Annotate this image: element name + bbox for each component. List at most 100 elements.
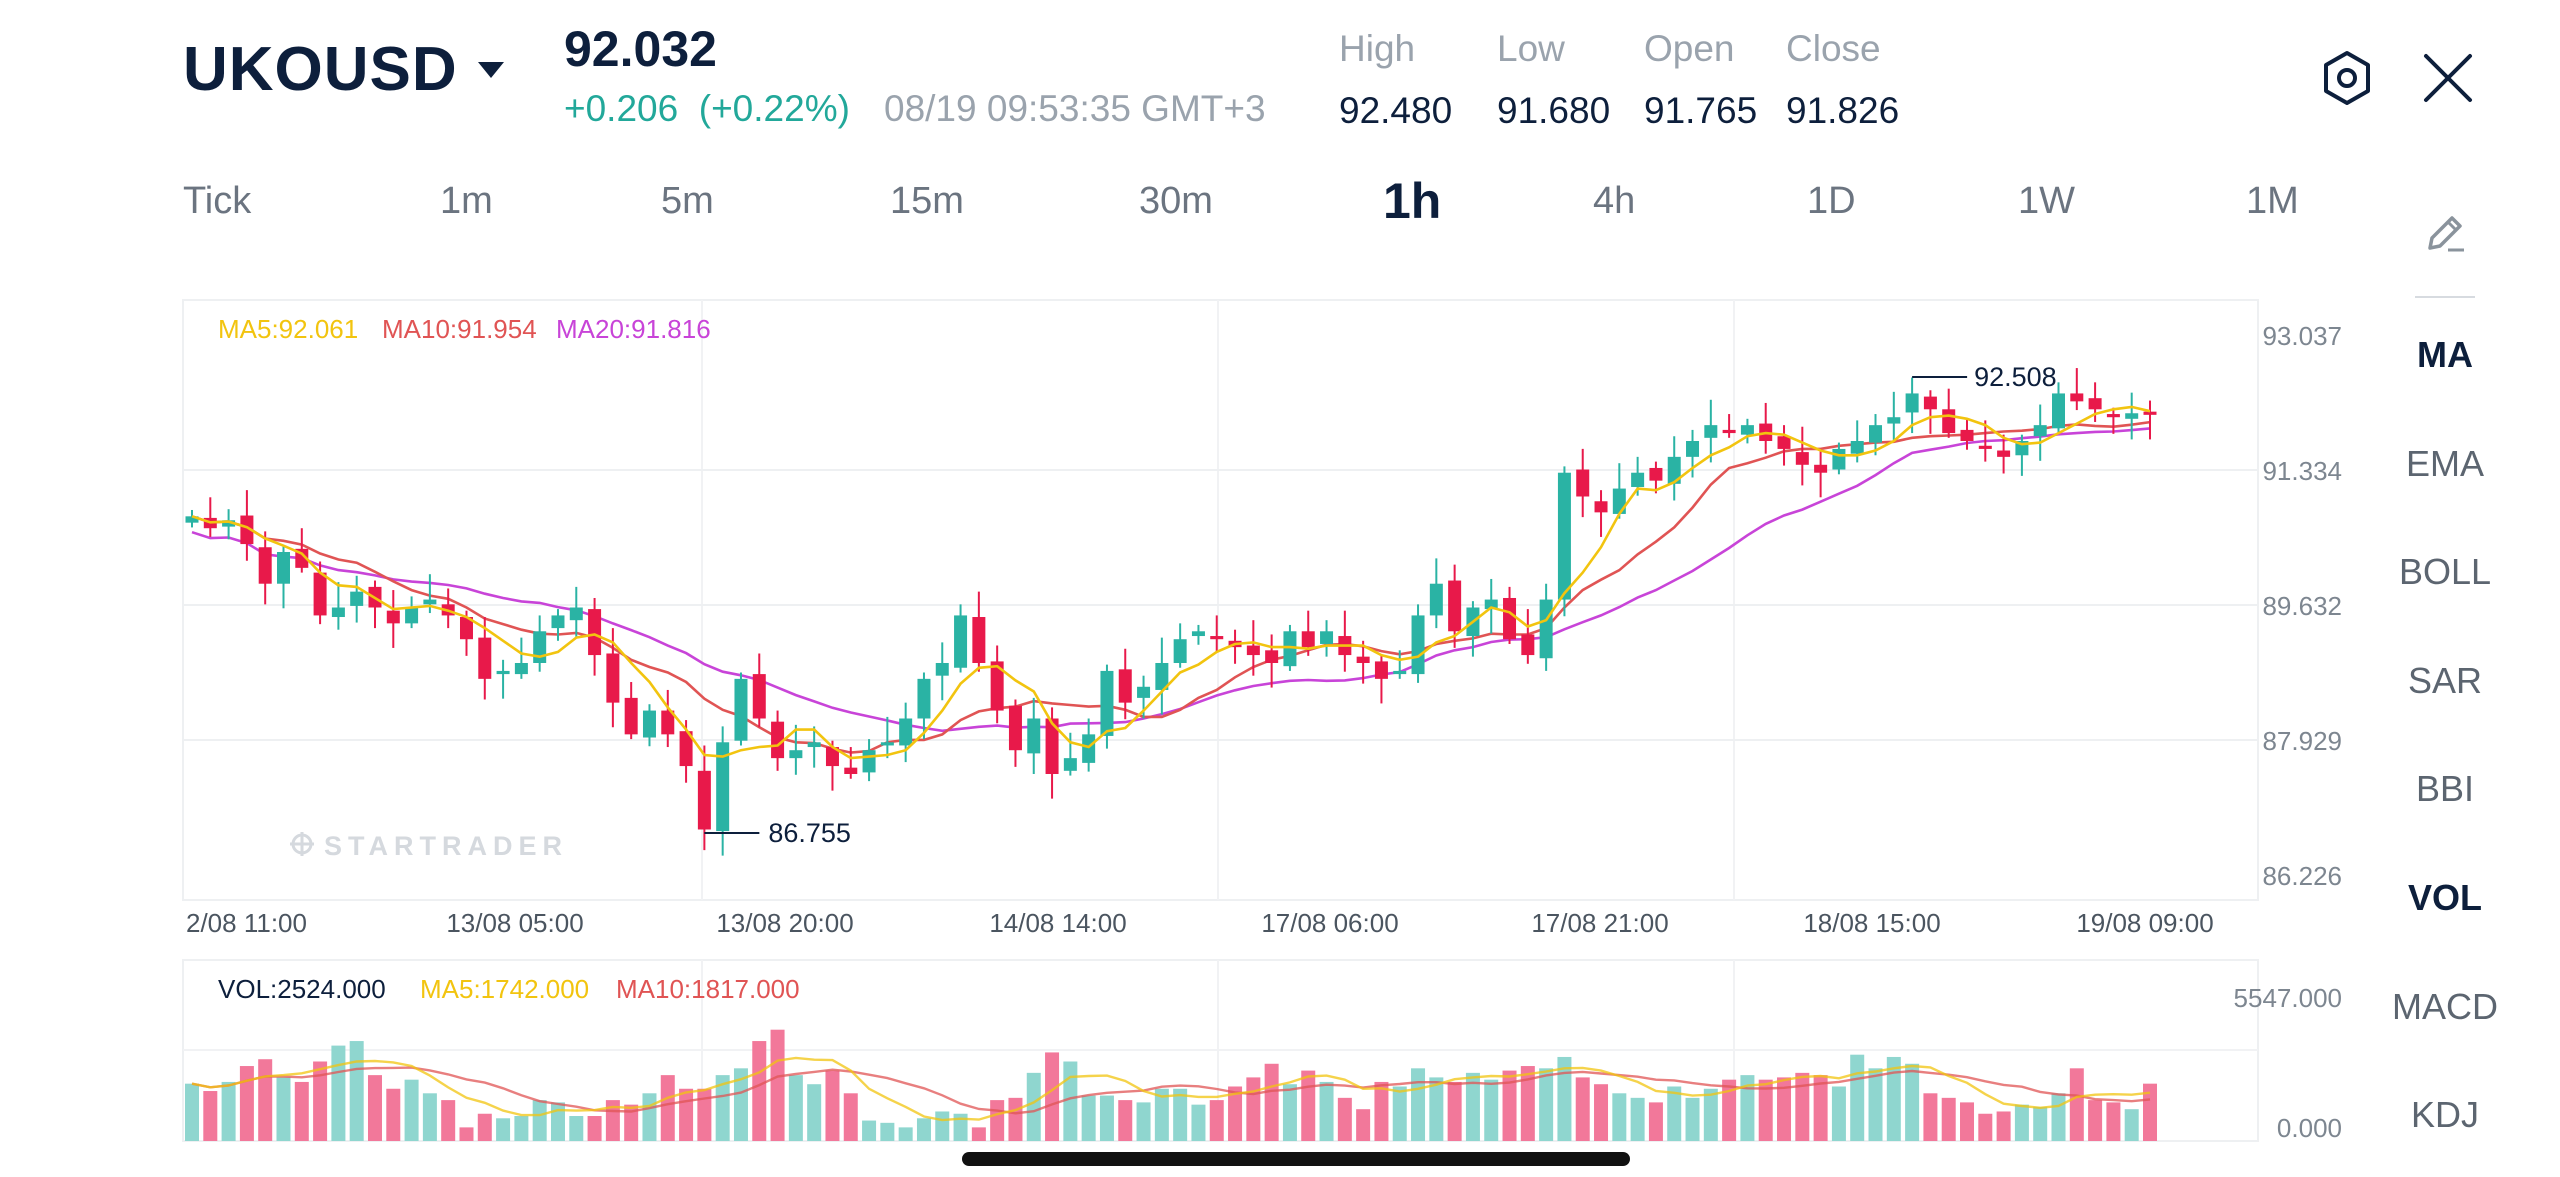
volume-bar: [2069, 1068, 2084, 1141]
candle-body: [514, 662, 528, 675]
candle-body: [222, 520, 236, 527]
volume-chart[interactable]: VOL:2524.000 MA5:1742.000 MA10:1817.000 …: [0, 955, 2360, 1150]
indicator-ema[interactable]: EMA: [2405, 443, 2484, 484]
indicator-sar[interactable]: SAR: [2407, 660, 2483, 701]
timeframe-1h[interactable]: 1h: [1383, 173, 1442, 229]
volume-bar: [1667, 1086, 1682, 1141]
candlestick-chart[interactable]: STARTRADER 86.755 92.508 93.037 91.334 89.6…: [0, 295, 2360, 955]
candle-body: [533, 631, 547, 663]
volume-bar: [1850, 1054, 1865, 1141]
candle-body: [1722, 429, 1736, 434]
volume-bar: [276, 1077, 291, 1141]
timeframe-1mo[interactable]: 1M: [2246, 180, 2299, 222]
volume-bar: [1960, 1102, 1975, 1141]
volume-bar: [2088, 1100, 2103, 1141]
candle-body: [1997, 450, 2011, 457]
volume-bar: [1209, 1100, 1224, 1141]
volume-bar: [1045, 1052, 1060, 1141]
volume-bar: [807, 1084, 822, 1141]
indicator-vol[interactable]: VOL: [2407, 877, 2482, 918]
volume-axis: 5547.000 0.000: [2234, 983, 2342, 1143]
volume-bar: [459, 1127, 474, 1141]
volume-bar: [367, 1075, 382, 1141]
candle-body: [588, 609, 602, 656]
candle-body: [1027, 718, 1041, 754]
indicator-macd[interactable]: MACD: [2392, 986, 2498, 1027]
volume-bar: [1319, 1081, 1334, 1141]
volume-bar: [1594, 1084, 1609, 1141]
candle-body: [734, 678, 748, 741]
volume-bar: [532, 1100, 547, 1141]
indicator-kdj[interactable]: KDJ: [2410, 1094, 2479, 1135]
indicator-ma[interactable]: MA: [2417, 334, 2473, 375]
candle-body: [1265, 650, 1279, 663]
annotations: 86.755 92.508: [704, 362, 2057, 848]
candle-body: [423, 599, 437, 605]
candle-body: [1173, 639, 1187, 663]
candle-body: [1978, 445, 1992, 449]
candle-body: [1905, 393, 1919, 413]
candle-body: [1704, 425, 1718, 438]
candle-body: [276, 551, 290, 584]
ma5-path: [191, 405, 2151, 760]
candle-body: [1960, 429, 1974, 442]
volume-bar: [1722, 1079, 1737, 1141]
volume-bar: [2124, 1109, 2139, 1141]
candle-body: [789, 750, 803, 759]
stat-high-label: High: [1339, 28, 1416, 69]
volume-bar: [1557, 1056, 1572, 1141]
timeframe-1m[interactable]: 1m: [440, 180, 493, 222]
volume-bar: [2051, 1093, 2066, 1141]
volume-bar: [1465, 1072, 1480, 1141]
volume-bar: [203, 1091, 218, 1141]
close-icon[interactable]: [2420, 50, 2476, 106]
volume-legend: VOL:2524.000 MA5:1742.000 MA10:1817.000: [218, 974, 800, 1004]
ma5-line: [191, 405, 2151, 760]
candle-body: [1320, 631, 1334, 644]
volume-bar: [221, 1081, 236, 1141]
timeframe-1w[interactable]: 1W: [2018, 180, 2075, 222]
candle-body: [1576, 469, 1590, 497]
volume-bar: [843, 1093, 858, 1141]
timeframe-30m[interactable]: 30m: [1139, 180, 1213, 222]
price-tick-label: 87.929: [2262, 726, 2342, 756]
volume-bar: [1447, 1081, 1462, 1141]
symbol-selector[interactable]: UKOUSD: [183, 34, 504, 105]
volume-bar: [1777, 1077, 1792, 1141]
volume-ma10-path: [191, 1066, 2151, 1115]
watermark: STARTRADER: [290, 831, 562, 861]
candles: [185, 368, 2157, 856]
volume-ma10-line: [191, 1066, 2151, 1115]
candle-body: [2106, 414, 2120, 418]
indicator-bbi[interactable]: BBI: [2415, 768, 2475, 809]
candle-body: [1374, 661, 1388, 679]
settings-hexagon-icon[interactable]: [2320, 48, 2374, 108]
candle-body: [2088, 398, 2102, 410]
candle-body: [1063, 758, 1077, 771]
stat-open-label: Open: [1644, 28, 1735, 69]
legend-ma5: MA5:92.061: [218, 314, 358, 344]
candle-body: [350, 591, 364, 606]
stat-high-value: 92.480: [1339, 90, 1453, 131]
candle-body: [1814, 464, 1828, 473]
timeframe-5m[interactable]: 5m: [661, 180, 714, 222]
volume-bar: [514, 1116, 529, 1141]
legend-vol-ma10: MA10:1817.000: [616, 974, 800, 1004]
indicator-boll[interactable]: BOLL: [2398, 551, 2492, 592]
volume-bar: [1630, 1097, 1645, 1141]
volume-bar: [2014, 1104, 2029, 1141]
candle-body: [1832, 448, 1846, 470]
high-marker-label: 92.508: [1974, 362, 2057, 392]
volume-bar: [1648, 1102, 1663, 1141]
timeframe-15m[interactable]: 15m: [890, 180, 964, 222]
draw-pencil-icon[interactable]: [2420, 208, 2470, 258]
candle-body: [990, 661, 1004, 711]
timeframe-4h[interactable]: 4h: [1593, 180, 1636, 222]
candle-body: [386, 610, 400, 624]
timeframe-tick[interactable]: Tick: [183, 180, 252, 222]
candle-body: [606, 653, 620, 703]
volume-bar: [752, 1041, 767, 1141]
volume-bar: [1191, 1104, 1206, 1141]
timeframe-1d[interactable]: 1D: [1807, 180, 1856, 222]
time-tick-label: 18/08 15:00: [1803, 908, 1940, 938]
